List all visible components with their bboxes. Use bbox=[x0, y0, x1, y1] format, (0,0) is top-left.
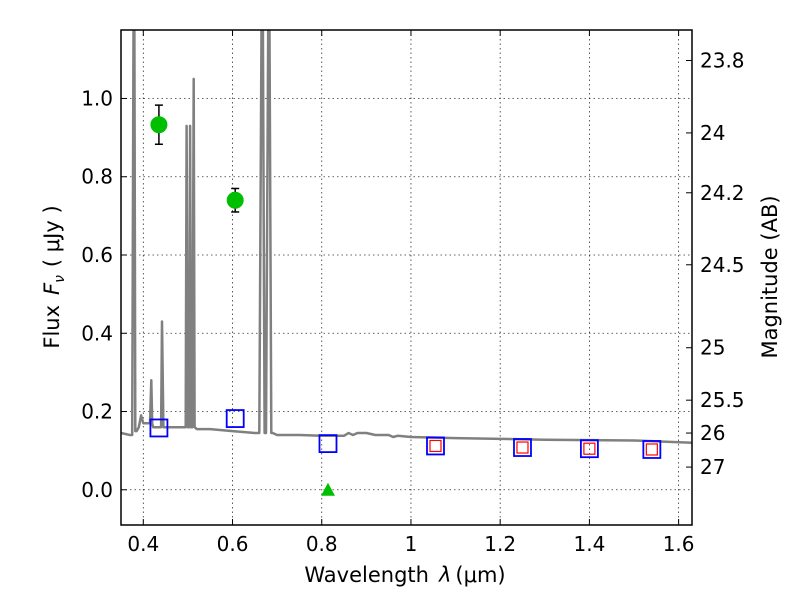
nondetection-triangle bbox=[320, 482, 335, 496]
x-tick-label: 0.6 bbox=[217, 532, 249, 556]
plot-area bbox=[121, 30, 692, 496]
detection-point bbox=[150, 116, 168, 134]
y2-tick-label: 27 bbox=[700, 455, 725, 479]
detection-point bbox=[226, 191, 244, 209]
model-photometry-square bbox=[318, 434, 338, 454]
model-photometry-square bbox=[426, 436, 445, 456]
x-tick-label: 1 bbox=[405, 532, 418, 556]
ir-photometry-square bbox=[516, 441, 529, 454]
y2-tick-label: 24.5 bbox=[700, 253, 745, 277]
model-photometry-square bbox=[225, 409, 245, 428]
ir-photometry-square bbox=[583, 442, 596, 455]
model-photometry-square bbox=[642, 440, 662, 459]
x-tick-label: 0.4 bbox=[127, 532, 159, 556]
y2-tick-label: 23.8 bbox=[700, 49, 745, 73]
y2-tick-label: 24.2 bbox=[700, 181, 745, 205]
x-tick-label: 1.6 bbox=[663, 532, 695, 556]
x-axis-label: Wavelength λ (μm) bbox=[304, 563, 505, 587]
plot-frame bbox=[120, 29, 693, 526]
y2-tick-label: 25 bbox=[700, 336, 725, 360]
x-tick-label: 0.8 bbox=[306, 532, 338, 556]
y2-tick-label: 26 bbox=[700, 421, 725, 445]
x-tick-label: 1.2 bbox=[484, 532, 516, 556]
y-tick-label: 0.0 bbox=[81, 478, 113, 502]
y-tick-label: 1.0 bbox=[81, 86, 113, 110]
model-photometry-square bbox=[579, 439, 599, 459]
grid-lines bbox=[121, 30, 692, 525]
y2-tick-label: 24 bbox=[700, 121, 725, 145]
series-layer bbox=[121, 30, 692, 496]
y2-axis-label: Magnitude (AB) bbox=[758, 195, 782, 358]
ir-photometry-square bbox=[645, 443, 658, 456]
y-tick-label: 0.4 bbox=[81, 321, 113, 345]
model-photometry-square bbox=[513, 438, 532, 457]
axis-ticks: 0.4 0.6 0.8 1 1.2 1.4 1.6 0.0 0.2 0.4 0.6 0.8 1.0 23.… bbox=[81, 30, 745, 556]
model-photometry-square bbox=[149, 418, 169, 438]
ir-photometry-square bbox=[429, 439, 442, 453]
y2-tick-label: 25.5 bbox=[700, 388, 745, 412]
model-spectrum-line bbox=[121, 30, 692, 445]
x-tick-label: 1.4 bbox=[573, 532, 605, 556]
y-tick-label: 0.8 bbox=[81, 165, 113, 189]
y-tick-label: 0.2 bbox=[81, 400, 113, 424]
y-tick-label: 0.6 bbox=[81, 243, 113, 267]
y-axis-label: FluxFν( μJy ) bbox=[40, 205, 68, 348]
